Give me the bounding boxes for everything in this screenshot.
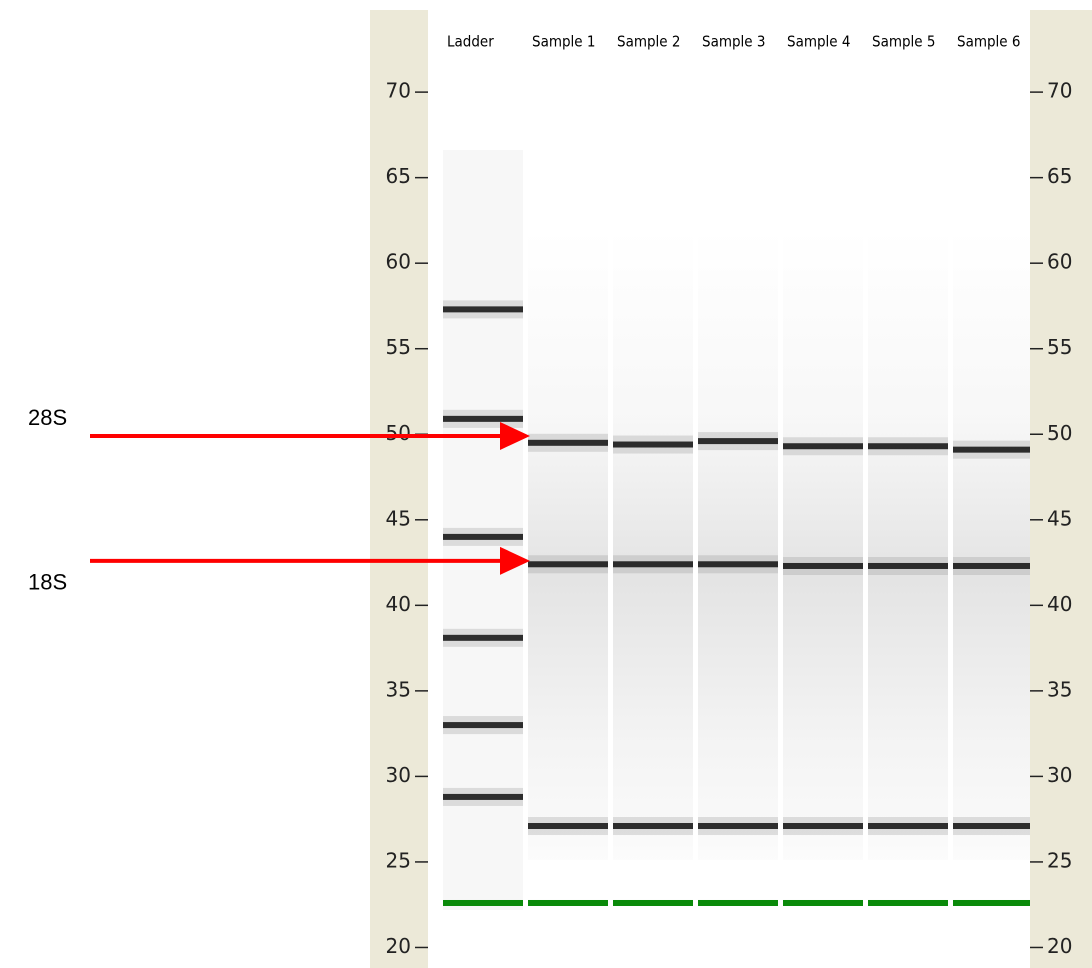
y-tick-label: 35: [386, 677, 411, 701]
lane-smear: [528, 230, 608, 860]
lane-smear: [783, 230, 863, 860]
band: [868, 823, 948, 829]
lane-smear: [613, 230, 693, 860]
y-tick-label: 70: [386, 79, 411, 103]
marker-band: [783, 900, 863, 906]
y-tick-label: 65: [386, 164, 411, 188]
y-tick-label: 55: [1047, 335, 1072, 359]
band: [613, 442, 693, 448]
y-tick-label: 20: [1047, 934, 1072, 958]
annotation-label: 18S: [28, 570, 67, 595]
y-tick-label: 30: [1047, 763, 1072, 787]
lane-label: Sample 5: [872, 33, 935, 51]
band: [783, 563, 863, 569]
y-tick-label: 50: [1047, 421, 1072, 445]
band: [698, 438, 778, 444]
lane-label: Sample 4: [787, 33, 850, 51]
lane-label: Sample 3: [702, 33, 765, 51]
lane-smear: [868, 230, 948, 860]
lane-label: Sample 2: [617, 33, 680, 51]
lane-label: Sample 1: [532, 33, 595, 51]
y-tick-label: 40: [1047, 592, 1072, 616]
marker-band: [868, 900, 948, 906]
marker-band: [953, 900, 1033, 906]
band: [783, 823, 863, 829]
band: [868, 563, 948, 569]
band: [698, 561, 778, 567]
band: [953, 447, 1033, 453]
band: [443, 794, 523, 800]
marker-band: [698, 900, 778, 906]
y-tick-label: 35: [1047, 677, 1072, 701]
right-axis-panel: [1030, 10, 1092, 968]
band: [953, 563, 1033, 569]
y-tick-label: 55: [386, 335, 411, 359]
lane-label: Sample 6: [957, 33, 1020, 51]
band: [868, 443, 948, 449]
lanes: Ladder Sample 1 Sample 2 Sample 3 Sample 4 Sa…: [443, 33, 1033, 911]
band: [613, 561, 693, 567]
band: [443, 416, 523, 422]
gel-view: Ladder Sample 1 Sample 2 Sample 3 Sample 4 Sa…: [0, 0, 1092, 968]
y-tick-label: 20: [386, 934, 411, 958]
band: [443, 534, 523, 540]
band: [698, 823, 778, 829]
band: [528, 823, 608, 829]
y-tick-label: 70: [1047, 79, 1072, 103]
marker-band: [528, 900, 608, 906]
marker-band: [613, 900, 693, 906]
y-tick-label: 65: [1047, 164, 1072, 188]
band: [528, 561, 608, 567]
y-tick-label: 25: [1047, 848, 1072, 872]
y-tick-label: 25: [386, 848, 411, 872]
band: [443, 722, 523, 728]
left-axis-panel: [370, 10, 428, 968]
y-tick-label: 40: [386, 592, 411, 616]
y-tick-label: 45: [1047, 506, 1072, 530]
band: [443, 306, 523, 312]
marker-band: [443, 900, 523, 906]
y-tick-label: 45: [386, 506, 411, 530]
band: [953, 823, 1033, 829]
band: [443, 635, 523, 641]
y-tick-label: 30: [386, 763, 411, 787]
band: [613, 823, 693, 829]
y-tick-label: 60: [1047, 250, 1072, 274]
y-tick-label: 50: [386, 421, 411, 445]
band: [783, 443, 863, 449]
annotation-label: 28S: [28, 405, 67, 430]
band: [528, 440, 608, 446]
lane-smear: [953, 230, 1033, 860]
y-tick-label: 60: [386, 250, 411, 274]
lane-label: Ladder: [447, 33, 494, 51]
lane-smear: [698, 230, 778, 860]
